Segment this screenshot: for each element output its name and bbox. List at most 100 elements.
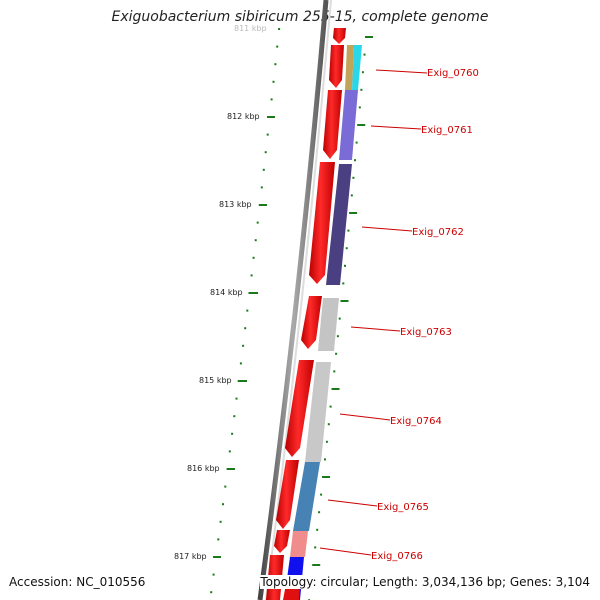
leader-line [361,226,413,232]
outer-minor-tick [360,88,363,91]
ruler: 811 kbp 812 kbp 813 kbp 814 kbp 815 kbp … [174,24,275,561]
outer-minor-tick [355,141,358,144]
outer-minor-tick [350,194,353,197]
outer-minor-tick [338,317,341,320]
kbp-label-812: 812 kbp [227,112,260,121]
cds-arrow[interactable] [329,45,344,88]
minor-tick [222,503,224,506]
gene-label-exig-0761[interactable]: Exig_0761 [421,125,473,136]
major-tick [267,116,275,118]
outer-minor-tick [325,440,328,443]
leader-line [350,326,401,332]
topology-label: Topology: circular; Length: 3,034,136 bp… [260,575,590,589]
gene-label-exig-0765[interactable]: Exig_0765 [377,502,429,513]
minor-tick [212,573,215,576]
outer-major-tick [357,124,366,126]
cds-arrow[interactable] [309,162,335,284]
cds-arrow[interactable] [323,90,342,159]
kbp-label-816: 816 kbp [187,464,220,473]
outer-minor-tick [327,423,330,426]
outer-minor-tick [316,528,319,531]
outer-major-tick [349,212,358,214]
minor-tick [248,292,251,294]
gene-labels: Exig_0760 Exig_0761 Exig_0762 Exig_0763 … [319,68,479,562]
cds-arrow[interactable] [301,296,322,349]
outer-minor-tick [333,370,336,373]
outer-minor-tick [345,247,348,250]
outer-minor-tick [361,71,364,74]
minor-tick [256,221,259,224]
minor-tick [262,168,265,171]
outer-minor-tick [358,106,361,109]
gene-label-exig-0760[interactable]: Exig_0760 [427,68,479,79]
minor-tick [276,45,279,48]
cds-arrow[interactable] [276,460,299,529]
gene-label-exig-0763[interactable]: Exig_0763 [400,327,452,338]
outer-minor-tick [324,458,326,461]
gene-block-exig-0760[interactable] [352,45,362,90]
minor-tick [235,397,238,400]
minor-tick [231,432,234,435]
major-tick [250,292,258,294]
minor-tick [244,327,247,330]
minor-tick [254,239,257,242]
minor-tick [270,98,273,101]
outer-minor-tick [320,493,323,496]
outer-major-tick [322,476,330,478]
outer-minor-tick [354,159,356,162]
minor-tick [252,256,255,259]
accession-label: Accession: NC_010556 [9,575,146,589]
leader-line [339,413,391,421]
leader-line [375,69,428,74]
genome-backbone [257,0,329,600]
gene-block-exig-0761[interactable] [339,90,358,160]
leader-line [327,499,378,507]
minor-tick [250,274,253,277]
gene-block-exig-0762[interactable] [326,164,352,285]
minor-tick [246,309,249,312]
map-title: Exiguobacterium sibiricum 255-15, comple… [111,9,489,25]
outer-ticks [308,36,373,600]
outer-minor-tick [335,352,338,355]
minor-tick [217,538,220,541]
gene-label-exig-0762[interactable]: Exig_0762 [412,227,464,238]
minor-tick [242,344,245,347]
genome-backbone-highlight [265,0,332,600]
gene-label-exig-0766[interactable]: Exig_0766 [371,551,423,562]
gene-block-exig-0766[interactable] [290,531,308,557]
outer-minor-tick [347,229,350,232]
major-tick [213,556,221,558]
minor-tick [224,485,227,488]
minor-tick [219,520,222,523]
gene-label-exig-0764[interactable]: Exig_0764 [390,416,442,427]
outer-major-tick [365,36,373,38]
minor-tick [278,28,281,30]
outer-minor-tick [342,282,345,285]
outer-major-tick [331,388,340,390]
minor-tick [266,133,269,136]
outer-minor-tick [336,335,339,338]
minor-tick [274,63,277,66]
kbp-label-817: 817 kbp [174,552,207,561]
gene-block-exig-0760-a[interactable] [345,45,354,90]
kbp-label-813: 813 kbp [219,200,252,209]
gene-block-exig-0764[interactable] [305,362,331,462]
minor-tick [233,415,236,418]
gene-block-exig-0763[interactable] [318,298,339,351]
kbp-label-811: 811 kbp [234,24,267,33]
gene-block-exig-0765[interactable] [293,462,320,531]
outer-minor-tick [344,264,346,267]
major-tick [259,204,267,206]
cds-arrow[interactable] [333,28,346,44]
major-tick [227,468,235,470]
minor-tick [260,186,263,189]
leader-line [370,125,422,130]
outer-minor-tick [352,176,355,179]
kbp-label-814: 814 kbp [210,288,243,297]
outer-minor-tick [314,546,317,549]
cds-arrow[interactable] [285,360,314,457]
cds-arrow[interactable] [274,530,290,553]
outer-minor-tick [363,53,366,56]
outer-major-tick [340,300,349,302]
